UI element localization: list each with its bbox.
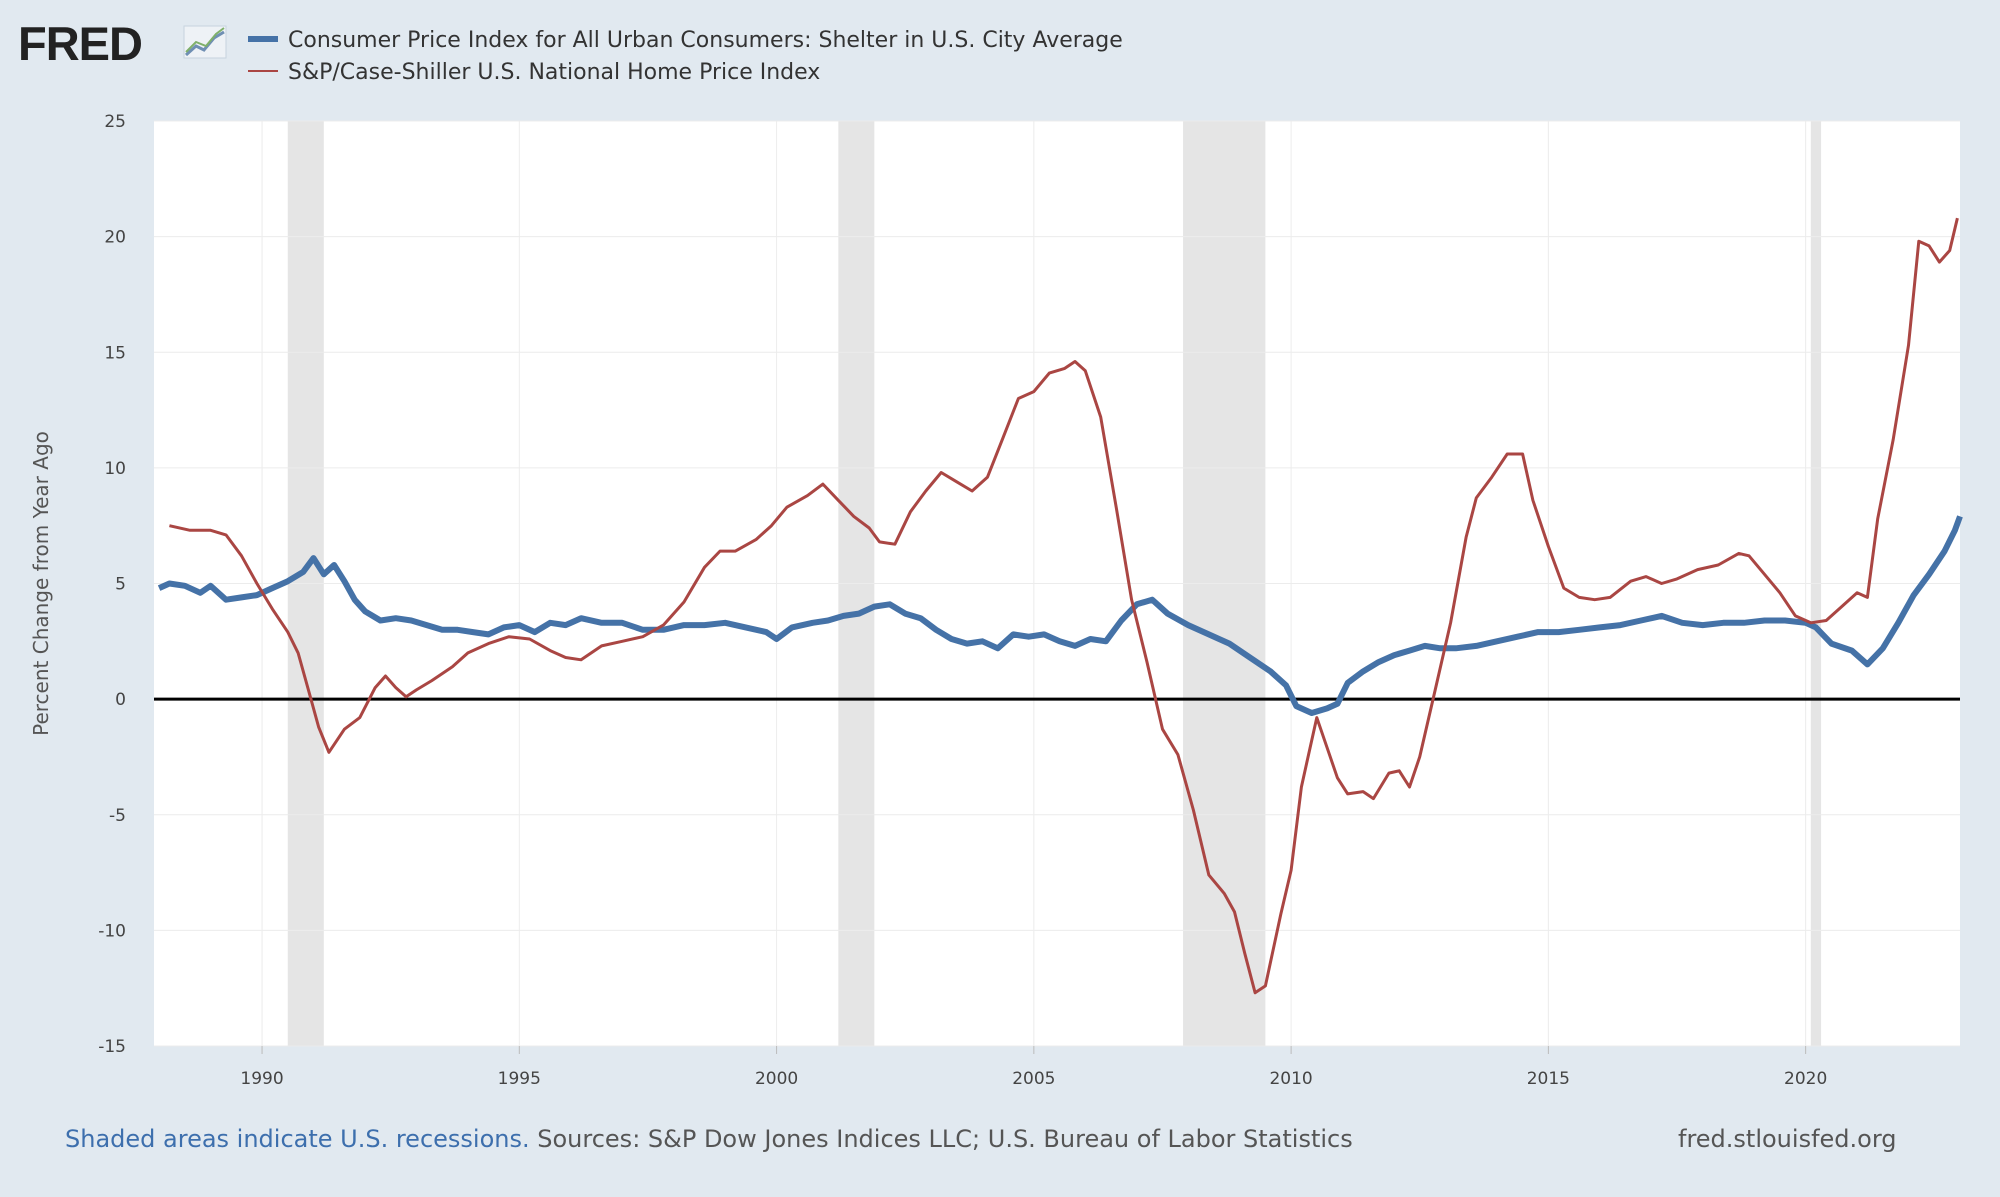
y-axis-title: Percent Change from Year Ago [29,431,53,736]
y-tick-label: 15 [104,343,126,363]
gridlines [154,120,1960,1047]
series-line-home-price[interactable] [169,217,1959,995]
series-lines [157,217,1963,995]
legend-label-home-price[interactable]: S&P/Case-Shiller U.S. National Home Pric… [288,60,820,85]
sources-text: Sources: S&P Dow Jones Indices LLC; U.S.… [529,1125,1353,1153]
site-link[interactable]: fred.stlouisfed.org [1678,1125,1897,1153]
y-tick-label: 25 [104,112,126,132]
legend-label-shelter[interactable]: Consumer Price Index for All Urban Consu… [288,28,1123,53]
x-tick-label: 2015 [1527,1069,1570,1089]
y-axis-ticks: 25 20 15 10 5 0 -5 -10 -15 [98,112,126,1057]
fred-logo[interactable]: FRED [18,17,227,70]
series-line-shelter[interactable] [157,515,1963,716]
x-tick-label: 1995 [498,1069,541,1089]
x-tick-label: 2010 [1269,1069,1312,1089]
y-tick-label: 5 [115,575,126,595]
y-tick-label: -5 [109,806,126,826]
y-tick-label: -15 [98,1037,126,1057]
fred-logo-text: FRED [18,17,142,70]
y-tick-label: 0 [115,690,126,710]
x-tick-label: 2020 [1784,1069,1827,1089]
x-axis-ticks: 1990 1995 2000 2005 2010 2015 2020 [240,1046,1827,1089]
x-tick-label: 2000 [755,1069,798,1089]
recession-note-link[interactable]: Shaded areas indicate U.S. recessions. [65,1125,530,1153]
legend: Consumer Price Index for All Urban Consu… [248,28,1123,85]
y-tick-label: 10 [104,459,126,479]
x-tick-label: 2005 [1012,1069,1055,1089]
x-tick-label: 1990 [240,1069,283,1089]
footer-notes: Shaded areas indicate U.S. recessions. S… [65,1125,1353,1153]
y-tick-label: -10 [98,921,126,941]
y-tick-label: 20 [104,228,126,248]
fred-logo-chart-icon [183,25,227,59]
